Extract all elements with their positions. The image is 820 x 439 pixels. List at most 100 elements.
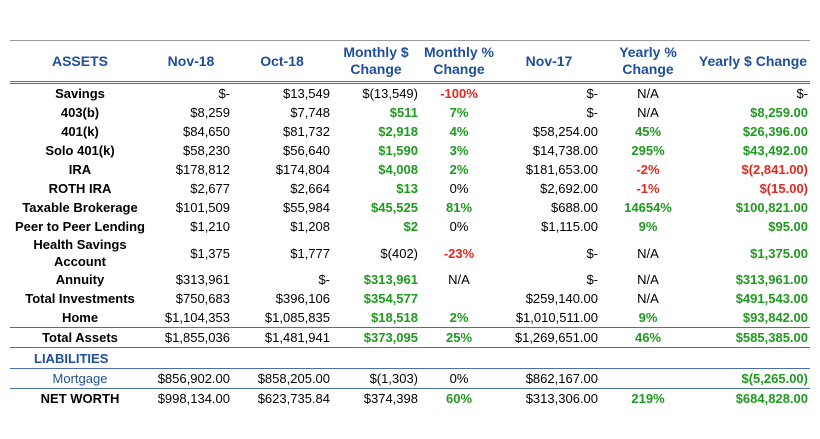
value-cell: $56,640 [283, 143, 330, 158]
value-cell: $95.00 [768, 219, 808, 234]
value-cell: -1% [636, 181, 660, 196]
value-cell: $374,398 [363, 391, 418, 406]
value-cell: N/A [637, 86, 659, 101]
row-label: Home [61, 310, 99, 325]
value-cell: $178,812 [175, 162, 230, 177]
value-cell: $- [586, 245, 598, 261]
value-cell: 0% [420, 368, 498, 389]
value-cell: $998,134.00 [157, 391, 230, 406]
value-cell: $1,010,511.00 [515, 310, 598, 325]
value-cell: $18,518 [371, 310, 418, 325]
header-row: ASSETS Nov-18 Oct-18 Monthly $ Change Monthl… [10, 40, 810, 84]
column-header: Nov-17 [498, 40, 600, 84]
table-row: Total Assets $1,855,036 $1,481,941 $373,095… [10, 327, 810, 348]
row-label: Savings [55, 86, 105, 101]
value-cell: $(13,549) [362, 86, 418, 101]
value-cell: $313,961.00 [735, 272, 808, 287]
row-label: LIABILITIES [10, 347, 810, 369]
finance-table: ASSETS Nov-18 Oct-18 Monthly $ Change Monthl… [10, 40, 810, 408]
value-cell: $1,269,651.00 [498, 327, 600, 348]
table-row: Home $1,104,353 $1,085,835 $18,518 2% $1,010,… [10, 308, 810, 328]
value-cell: 81% [445, 200, 473, 215]
value-cell: 219% [631, 391, 665, 406]
value-cell: -23% [443, 245, 475, 261]
value-cell: N/A [637, 245, 659, 261]
value-cell: $(5,265.00) [696, 368, 810, 389]
value-cell: 9% [638, 310, 658, 325]
table-row: Total Investments $750,683 $396,106 $354,57… [10, 289, 810, 308]
value-cell: $- [586, 272, 598, 287]
value-cell: 0% [449, 181, 469, 196]
value-cell: $101,509 [175, 200, 230, 215]
value-cell: $623,735.84 [257, 391, 330, 406]
value-cell: $(1,303) [332, 368, 420, 389]
value-cell: $7,748 [290, 105, 330, 120]
value-cell: $(2,841.00) [741, 162, 809, 177]
value-cell: $- [318, 272, 330, 287]
column-header: Yearly $ Change [696, 40, 810, 84]
table-row: NET WORTH $998,134.00 $623,735.84 $374,398 6… [10, 389, 810, 409]
value-cell: $1,085,835 [264, 310, 330, 325]
value-cell: $- [796, 86, 808, 101]
value-cell: $750,683 [175, 291, 230, 306]
table-row: Mortgage $856,902.00 $858,205.00 $(1,303) 0%… [10, 368, 810, 389]
value-cell: $- [586, 105, 598, 120]
value-cell: $858,205.00 [232, 368, 332, 389]
value-cell: $84,650 [183, 124, 230, 139]
value-cell: $313,306.00 [525, 391, 598, 406]
table-row: Annuity $313,961 $- $313,961 N/A $- N/A $313,96… [10, 270, 810, 289]
value-cell: $14,738.00 [532, 143, 598, 158]
value-cell: 7% [449, 105, 469, 120]
row-label: Annuity [55, 272, 105, 287]
value-cell: $81,732 [283, 124, 330, 139]
value-cell: $8,259.00 [750, 105, 808, 120]
row-label: Solo 401(k) [45, 143, 115, 158]
value-cell: 3% [449, 143, 469, 158]
table-row: Health Savings Account $1,375 $1,777 $(402)… [10, 236, 810, 270]
value-cell [420, 289, 498, 308]
row-label: IRA [68, 162, 92, 177]
value-cell: N/A [637, 105, 659, 120]
value-cell: $26,396.00 [742, 124, 808, 139]
table-row: Taxable Brokerage $101,509 $55,984 $45,525 8… [10, 198, 810, 217]
value-cell: 14654% [624, 200, 672, 215]
column-header: Monthly $ Change [332, 40, 420, 84]
row-label: Total Investments [25, 291, 135, 306]
value-cell: $8,259 [190, 105, 230, 120]
row-label: ROTH IRA [48, 181, 112, 196]
row-label: Health Savings Account [33, 237, 127, 269]
value-cell: 2% [449, 310, 469, 325]
value-cell: N/A [637, 272, 659, 287]
value-cell: -100% [440, 86, 478, 101]
value-cell: 45% [634, 124, 662, 139]
value-cell: 0% [449, 219, 469, 234]
value-cell: $491,543.00 [735, 291, 808, 306]
value-cell: $100,821.00 [735, 200, 808, 215]
value-cell: $58,254.00 [532, 124, 598, 139]
value-cell: $1,590 [378, 143, 418, 158]
value-cell: $585,385.00 [696, 327, 810, 348]
table-row: LIABILITIES [10, 347, 810, 369]
table-row: ROTH IRA $2,677 $2,664 $13 0% $2,692.00 -1% $(1… [10, 179, 810, 198]
value-cell: $- [218, 86, 230, 101]
value-cell: $2,677 [190, 181, 230, 196]
value-cell: $55,984 [283, 200, 330, 215]
value-cell: 4% [449, 124, 469, 139]
value-cell: $1,104,353 [164, 310, 230, 325]
value-cell: $2,918 [378, 124, 418, 139]
row-label: 403(b) [60, 105, 100, 120]
value-cell: $174,804 [275, 162, 330, 177]
value-cell: $13,549 [283, 86, 330, 101]
value-cell: $2,692.00 [540, 181, 598, 196]
column-header: Oct-18 [232, 40, 332, 84]
value-cell: $- [586, 86, 598, 101]
table-header: ASSETS Nov-18 Oct-18 Monthly $ Change Monthl… [10, 40, 810, 84]
value-cell: $313,961 [175, 272, 230, 287]
value-cell: N/A [637, 291, 659, 306]
row-label: Mortgage [10, 368, 150, 389]
value-cell: 60% [445, 391, 473, 406]
value-cell: $1,375.00 [750, 245, 808, 261]
value-cell [600, 368, 696, 389]
value-cell: $373,095 [332, 327, 420, 348]
